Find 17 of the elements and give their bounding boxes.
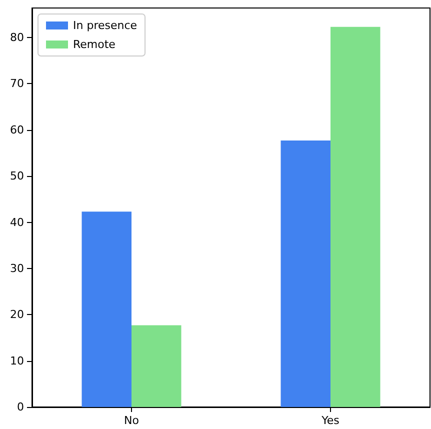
- legend-label: Remote: [73, 38, 116, 51]
- bar: [132, 325, 182, 407]
- bar: [82, 212, 132, 407]
- y-tick-label: 40: [10, 216, 24, 229]
- x-tick-label: Yes: [320, 414, 340, 427]
- y-tick-label: 60: [10, 123, 24, 136]
- y-tick-label: 80: [10, 31, 24, 44]
- x-tick-label: No: [124, 414, 140, 427]
- y-tick-label: 30: [10, 262, 24, 275]
- y-tick-label: 20: [10, 308, 24, 322]
- legend-label: In presence: [73, 19, 138, 32]
- bar: [280, 140, 330, 407]
- y-tick-label: 70: [10, 77, 24, 90]
- y-tick-label: 10: [10, 354, 24, 368]
- y-tick-label: 50: [10, 170, 24, 183]
- y-tick-label: 0: [17, 400, 24, 414]
- bar: [330, 26, 380, 407]
